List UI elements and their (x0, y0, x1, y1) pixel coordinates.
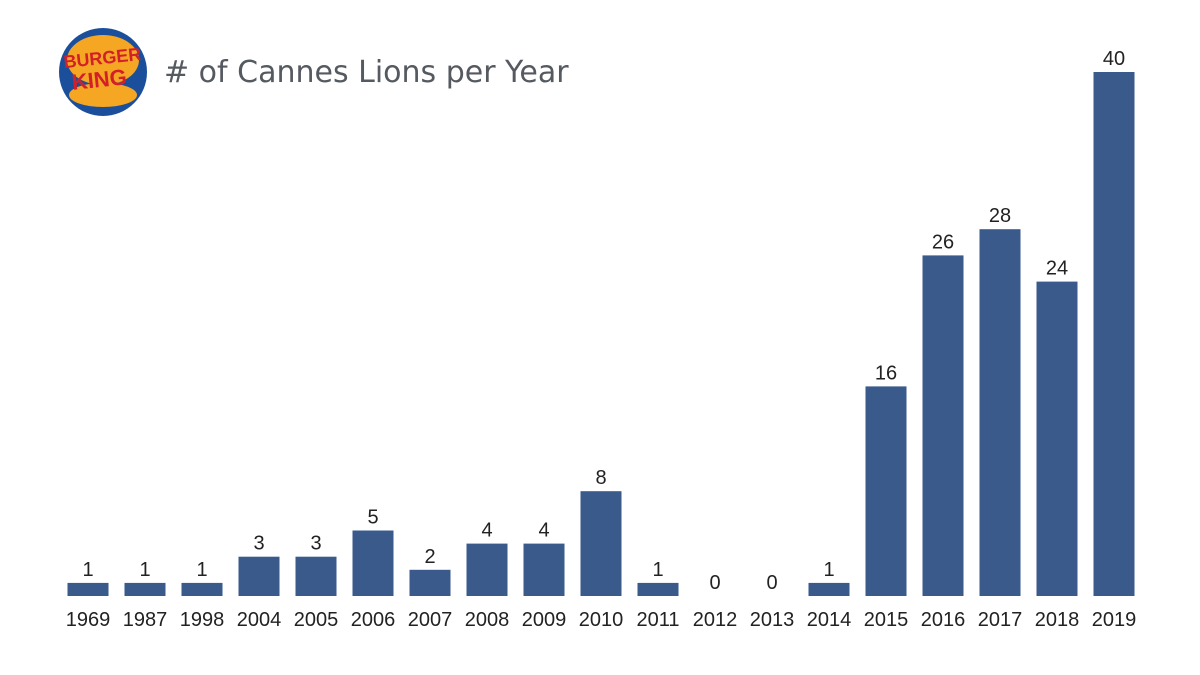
bar-2018 (1036, 281, 1078, 596)
data-label-2015: 16 (875, 362, 897, 384)
data-label-1969: 1 (82, 559, 93, 581)
x-tick-1998: 1998 (180, 609, 225, 631)
bar-1987 (124, 582, 166, 596)
bar-2015 (865, 386, 907, 596)
burger-king-logo: BURGER KING (59, 28, 147, 116)
bar-2007 (409, 569, 451, 596)
x-axis-tick-labels: 1969 1987 1998 2004 2005 2006 2007 2008 2009 2010… (66, 609, 1137, 631)
x-tick-2007: 2007 (408, 609, 453, 631)
bar-2010 (580, 491, 622, 596)
x-tick-1969: 1969 (66, 609, 111, 631)
x-tick-2010: 2010 (579, 609, 624, 631)
data-label-2007: 2 (424, 546, 435, 568)
data-label-2004: 3 (253, 533, 264, 555)
data-label-2016: 26 (932, 231, 954, 253)
data-label-1998: 1 (196, 559, 207, 581)
bar-2008 (466, 543, 508, 596)
data-label-2005: 3 (310, 533, 321, 555)
bar-2011 (637, 582, 679, 596)
x-tick-2015: 2015 (864, 609, 909, 631)
x-tick-2005: 2005 (294, 609, 339, 631)
bar-2017 (979, 229, 1021, 596)
x-tick-2017: 2017 (978, 609, 1023, 631)
x-tick-2006: 2006 (351, 609, 396, 631)
bar-2009 (523, 543, 565, 596)
bar-series (67, 72, 1135, 596)
logo-bun-bottom (69, 83, 137, 107)
bar-2004 (238, 556, 280, 596)
data-label-1987: 1 (139, 559, 150, 581)
data-label-2011: 1 (652, 559, 663, 581)
chart-title: # of Cannes Lions per Year (164, 55, 569, 90)
x-tick-2004: 2004 (237, 609, 282, 631)
x-tick-2011: 2011 (636, 609, 679, 631)
bar-1969 (67, 582, 109, 596)
bar-2014 (808, 582, 850, 596)
x-tick-2014: 2014 (807, 609, 852, 631)
data-label-2012: 0 (709, 572, 720, 594)
x-tick-2016: 2016 (921, 609, 966, 631)
bar-2005 (295, 556, 337, 596)
data-label-2013: 0 (766, 572, 777, 594)
data-label-2006: 5 (367, 507, 378, 529)
data-label-2010: 8 (595, 467, 606, 489)
bar-2019 (1093, 72, 1135, 596)
bar-2006 (352, 530, 394, 596)
logo-word-bottom: KING (71, 64, 128, 95)
data-label-2008: 4 (481, 520, 492, 542)
bar-2016 (922, 255, 964, 596)
bar-1998 (181, 582, 223, 596)
logo-bun-top (67, 35, 139, 85)
data-label-2018: 24 (1046, 258, 1068, 280)
data-label-2017: 28 (989, 205, 1011, 227)
x-tick-2018: 2018 (1035, 609, 1080, 631)
x-tick-2013: 2013 (750, 609, 795, 631)
data-label-2019: 40 (1103, 48, 1125, 70)
x-tick-2009: 2009 (522, 609, 567, 631)
data-label-2014: 1 (823, 559, 834, 581)
x-tick-2008: 2008 (465, 609, 510, 631)
x-tick-2012: 2012 (693, 609, 738, 631)
x-tick-1987: 1987 (123, 609, 168, 631)
x-tick-2019: 2019 (1092, 609, 1137, 631)
data-label-2009: 4 (538, 520, 549, 542)
